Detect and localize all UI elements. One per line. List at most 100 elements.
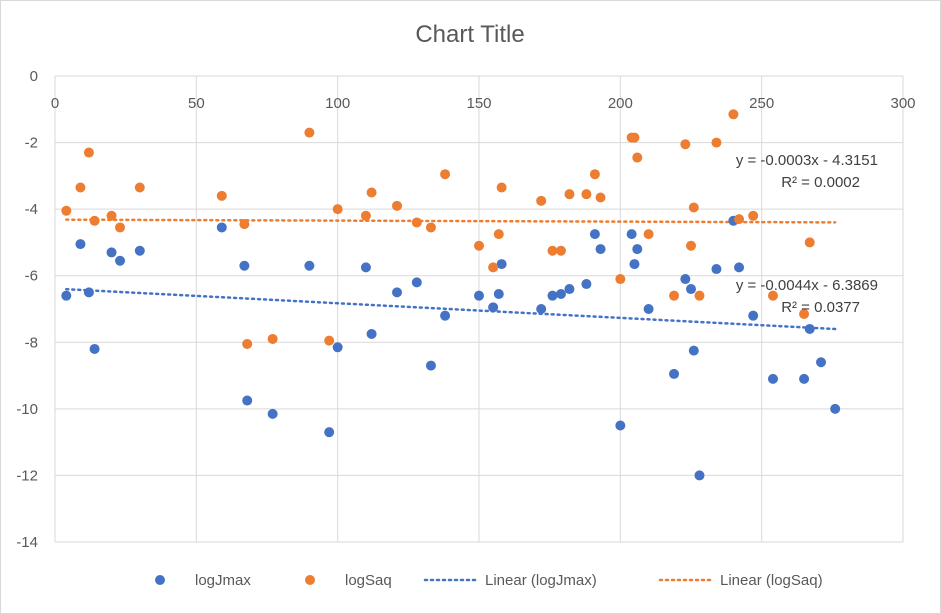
data-point [688,202,699,213]
data-point [61,205,72,216]
data-point [581,189,592,200]
x-tick-label: 50 [188,95,205,112]
data-point [536,195,547,206]
data-point [324,335,335,346]
data-point [83,287,94,298]
data-point [392,200,403,211]
data-point [632,152,643,163]
data-point [474,240,484,251]
data-point [267,408,278,419]
data-point [680,139,691,150]
data-point [804,237,815,248]
trendlines [65,218,837,331]
y-tick-label: -4 [25,201,38,218]
data-point [629,132,640,143]
y-tick-label: -6 [25,268,38,285]
data-point [332,342,343,353]
data-point [669,368,680,379]
y-tick-label: -10 [16,401,38,418]
x-tick-label: 300 [890,95,915,112]
data-point [629,259,640,270]
data-point [830,403,841,414]
data-point [595,244,606,255]
y-tick-label: 0 [30,68,38,85]
axes: 0 -2 -4 -6 -8 -10 -12 -14 0 50 100 150 200 250 300 [16,68,915,551]
data-point [643,229,654,240]
trendline-r-squared: R² = 0.0377 [781,299,860,316]
data-point [615,420,626,431]
x-tick-label: 0 [51,95,59,112]
y-tick-label: -12 [16,467,38,484]
data-point [643,304,654,314]
data-point [411,277,422,288]
data-point [106,210,117,221]
trendline-equation: y = -0.0003x - 4.3151 [736,152,878,169]
data-point [392,287,403,298]
data-point [332,204,343,215]
data-point [816,357,827,368]
trendline [65,287,837,331]
data-point [632,244,643,255]
data-point [626,229,637,240]
trendline-equations: y = -0.0044x - 6.3869 R² = 0.0377 y = -0.0… [736,152,878,316]
data-point [694,290,705,301]
data-point [239,260,250,271]
chart-title: Chart Title [415,21,524,48]
data-point [134,245,145,256]
data-point [83,147,94,158]
x-tick-label: 200 [608,95,633,112]
data-point [688,345,699,356]
trendline [65,218,837,224]
data-point [767,373,778,384]
data-point [488,262,499,273]
data-point [267,333,278,344]
trendline-r-squared: R² = 0.0002 [781,174,860,191]
data-point [360,210,371,221]
data-point [711,137,722,148]
x-tick-label: 150 [466,95,491,112]
data-point [748,310,759,321]
legend-marker [155,575,165,585]
data-point [547,245,558,256]
data-point [496,259,507,270]
data-point [555,289,566,300]
data-point [581,279,592,290]
data-point [216,222,227,233]
data-point [89,215,100,226]
data-point [440,169,451,180]
data-point [564,284,575,295]
y-tick-label: -2 [25,135,38,152]
data-point [496,182,507,193]
data-point [115,222,126,233]
data-point [536,304,547,314]
data-point [115,255,126,266]
data-point [493,289,504,300]
data-point [106,247,117,258]
legend: logJmax logSaq Linear (logJmax) Linear (log… [155,572,823,589]
data-point [589,169,600,180]
data-point [61,290,72,301]
data-point [75,182,86,193]
data-point [134,182,145,193]
data-point [555,245,566,256]
data-point [425,222,436,233]
data-point [216,190,227,201]
data-point [589,229,600,240]
data-point [75,239,86,250]
legend-label: logSaq [345,572,392,589]
data-point [564,189,575,200]
data-point [366,187,377,198]
x-tick-label: 250 [749,95,774,112]
data-point [680,274,691,285]
data-point [360,262,371,273]
trendline-equation: y = -0.0044x - 6.3869 [736,277,878,294]
data-point [242,338,253,349]
data-point [493,229,504,240]
data-point [304,127,315,138]
data-point [304,260,315,271]
data-point [728,109,739,120]
legend-label: Linear (logJmax) [485,572,597,589]
legend-label: Linear (logSaq) [720,572,823,589]
data-point [425,360,436,371]
legend-label: logJmax [195,572,251,589]
